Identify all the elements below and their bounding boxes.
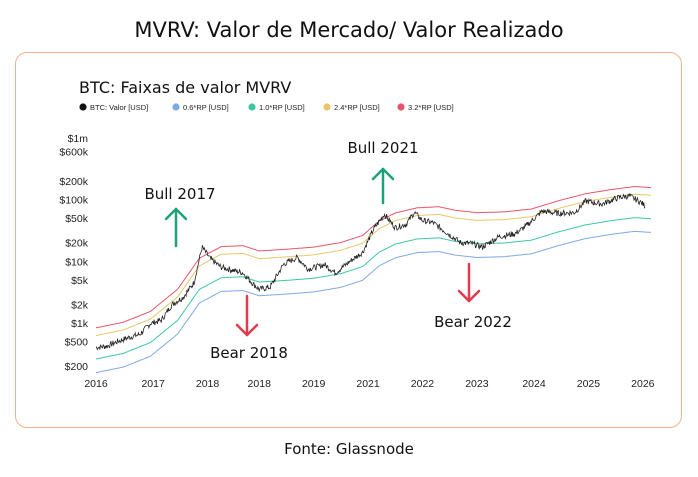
btc-price-line xyxy=(95,192,646,351)
x-tick-label-6: 2022 xyxy=(411,378,435,390)
x-tick-label-2: 2018 xyxy=(196,378,220,390)
x-tick-label-10: 2026 xyxy=(631,378,655,390)
y-tick-label-3: $2k xyxy=(71,299,89,311)
arrow-head-down-icon xyxy=(457,289,481,303)
y-tick-label-7: $50k xyxy=(65,213,89,225)
series-layer xyxy=(95,185,652,374)
legend-label-3: 2.4*RP [USD] xyxy=(334,103,380,112)
x-tick-label-1: 2017 xyxy=(141,378,165,390)
legend-label-2: 1.0*RP [USD] xyxy=(259,103,305,112)
y-tick-label-10: $600k xyxy=(59,147,88,159)
x-tick-label-0: 2016 xyxy=(84,378,108,390)
source-note: Fonte: Glassnode xyxy=(284,440,414,458)
y-tick-label-5: $10k xyxy=(65,256,89,268)
annotation-label-3: Bear 2022 xyxy=(434,313,512,331)
x-tick-label-7: 2023 xyxy=(465,378,489,390)
y-tick-label-8: $100k xyxy=(59,195,88,207)
legend-marker-3 xyxy=(323,103,331,111)
legend-label-1: 0.6*RP [USD] xyxy=(183,103,229,112)
x-tick-label-4: 2019 xyxy=(302,378,326,390)
x-tick-label-9: 2025 xyxy=(577,378,601,390)
chart-legend: BTC: Valor [USD] 0.6*RP [USD] 1.0*RP [USD]… xyxy=(79,103,454,112)
x-tick-label-5: 2021 xyxy=(356,378,380,390)
band-0-6-rp-line xyxy=(95,230,652,374)
x-axis: 2016 2017 2018 2018 2019 2021 2022 2023 2024 2025… xyxy=(84,378,654,390)
page-title: MVRV: Valor de Mercado/ Valor Realizado xyxy=(134,18,564,42)
arrow-head-up-icon xyxy=(371,167,395,181)
annotations-layer: Bull 2017 Bear 2018 Bull 2021 Bear 2022 xyxy=(144,139,511,362)
y-tick-label-6: $20k xyxy=(65,238,89,250)
chart-title: BTC: Faixas de valor MVRV xyxy=(79,78,291,97)
band-1-0-rp-line xyxy=(95,217,651,360)
annotation-label-2: Bull 2021 xyxy=(347,139,418,157)
legend-marker-1 xyxy=(172,103,180,111)
legend-label-0: BTC: Valor [USD] xyxy=(90,103,148,112)
annotation-label-1: Bear 2018 xyxy=(210,344,288,362)
y-tick-label-0: $200 xyxy=(65,361,89,373)
arrow-head-up-icon xyxy=(164,207,188,221)
y-axis: $200 $500 $1k $2k $5k $10k $20k $50k $100k $200k $… xyxy=(59,133,88,373)
legend-marker-4 xyxy=(397,103,405,111)
legend-marker-0 xyxy=(79,103,87,111)
legend-marker-2 xyxy=(248,103,256,111)
y-tick-label-2: $1k xyxy=(71,318,89,330)
band-3-2-rp-line xyxy=(95,185,652,329)
y-tick-label-1: $500 xyxy=(65,336,89,348)
legend-label-4: 3.2*RP [USD] xyxy=(408,103,454,112)
annotation-label-0: Bull 2017 xyxy=(144,185,215,203)
band-2-4-rp-line xyxy=(95,193,652,336)
y-tick-label-9: $200k xyxy=(59,176,88,188)
x-tick-label-3: 2018 xyxy=(248,378,272,390)
y-tick-label-11: $1m xyxy=(68,133,89,145)
arrow-head-down-icon xyxy=(235,323,259,337)
y-tick-label-4: $5k xyxy=(71,275,89,287)
x-tick-label-8: 2024 xyxy=(522,378,546,390)
